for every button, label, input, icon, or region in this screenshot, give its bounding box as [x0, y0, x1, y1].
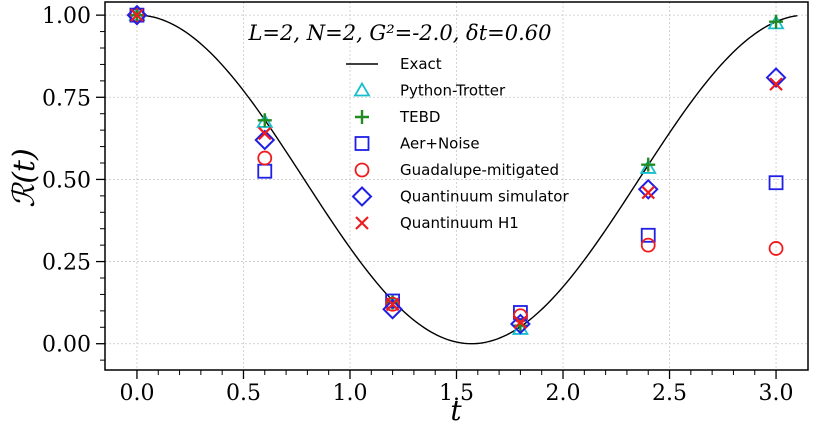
legend-quantinuum-h1-label: Quantinuum H1 — [400, 214, 519, 232]
chart-title: L=2, N=2, G²=-2.0, δt=0.60 — [247, 21, 551, 45]
aer-noise-point — [768, 175, 784, 191]
y-tick-label: 0.25 — [42, 251, 91, 276]
quantinuum-h1-point — [641, 185, 656, 200]
legend-quantinuum-h1-marker — [355, 216, 369, 230]
quantinuum-simulator-point — [254, 129, 276, 151]
x-axis-label: t — [450, 394, 462, 427]
tebd-point — [769, 14, 784, 29]
x-tick-label: 3.0 — [759, 381, 794, 406]
y-tick-label: 0.75 — [42, 86, 91, 111]
legend-guadalupe-mitigated-label: Guadalupe-mitigated — [400, 161, 559, 179]
exact-curve — [136, 14, 798, 345]
guadalupe-mitigated-point — [640, 237, 656, 253]
tebd-point — [641, 157, 656, 172]
legend-exact-label: Exact — [400, 55, 442, 73]
quantinuum-h1-point — [385, 297, 400, 312]
x-tick-label: 1.5 — [439, 381, 474, 406]
python-trotter-point — [639, 159, 657, 174]
y-tick-label: 1.00 — [42, 4, 91, 29]
data-markers — [126, 4, 787, 335]
x-tick-label: 1.0 — [332, 381, 367, 406]
quantinuum-simulator-point — [382, 298, 404, 320]
exact-curve-layer — [136, 14, 798, 345]
aer-noise-point — [640, 227, 656, 243]
quantinuum-h1-point — [513, 315, 528, 330]
axis-ticks: 0.0 0.5 1.0 1.5 2.0 2.5 3.0 0.00 0.25 0.50 0.75 1.0… — [42, 4, 794, 406]
legend-guadalupe-mitigated-marker — [354, 162, 370, 178]
quantinuum-simulator-point — [637, 178, 659, 200]
legend-quantinuum-simulator-marker — [351, 186, 373, 207]
y-tick-label: 0.00 — [42, 333, 91, 358]
grid-lines — [105, 2, 808, 370]
aer-noise-point — [257, 163, 273, 179]
quantinuum-simulator-point — [509, 313, 531, 335]
tebd-point — [257, 113, 272, 128]
y-axis-label: ℛ(t) — [7, 148, 42, 207]
legend-tebd-marker — [355, 110, 369, 124]
quantinuum-h1-point — [130, 8, 144, 22]
x-tick-label: 2.0 — [546, 381, 581, 406]
legend-aer-noise-label: Aer+Noise — [400, 135, 480, 153]
x-tick-label: 2.5 — [652, 381, 687, 406]
quantinuum-simulator-point — [126, 4, 148, 26]
guadalupe-mitigated-point — [768, 241, 784, 256]
legend-aer-noise-marker — [354, 136, 370, 151]
guadalupe-mitigated-point — [257, 150, 273, 166]
legend-quantinuum-simulator-label: Quantinuum simulator — [400, 188, 569, 206]
quantinuum-h1-point — [257, 126, 272, 141]
legend-python-trotter-label: Python-Trotter — [400, 82, 506, 100]
legend: Exact Python-Trotter TEBD Aer+Noise Guadalup… — [346, 55, 569, 232]
quantinuum-h1-point — [769, 77, 783, 91]
x-tick-label: 0.5 — [226, 381, 261, 406]
quantinuum-simulator-point — [765, 67, 787, 88]
legend-python-trotter-marker — [353, 81, 371, 97]
x-tick-label: 0.0 — [119, 381, 154, 406]
y-tick-label: 0.50 — [42, 168, 91, 193]
guadalupe-mitigated-point — [385, 296, 400, 312]
legend-tebd-label: TEBD — [399, 108, 440, 126]
guadalupe-mitigated-point — [129, 7, 145, 23]
